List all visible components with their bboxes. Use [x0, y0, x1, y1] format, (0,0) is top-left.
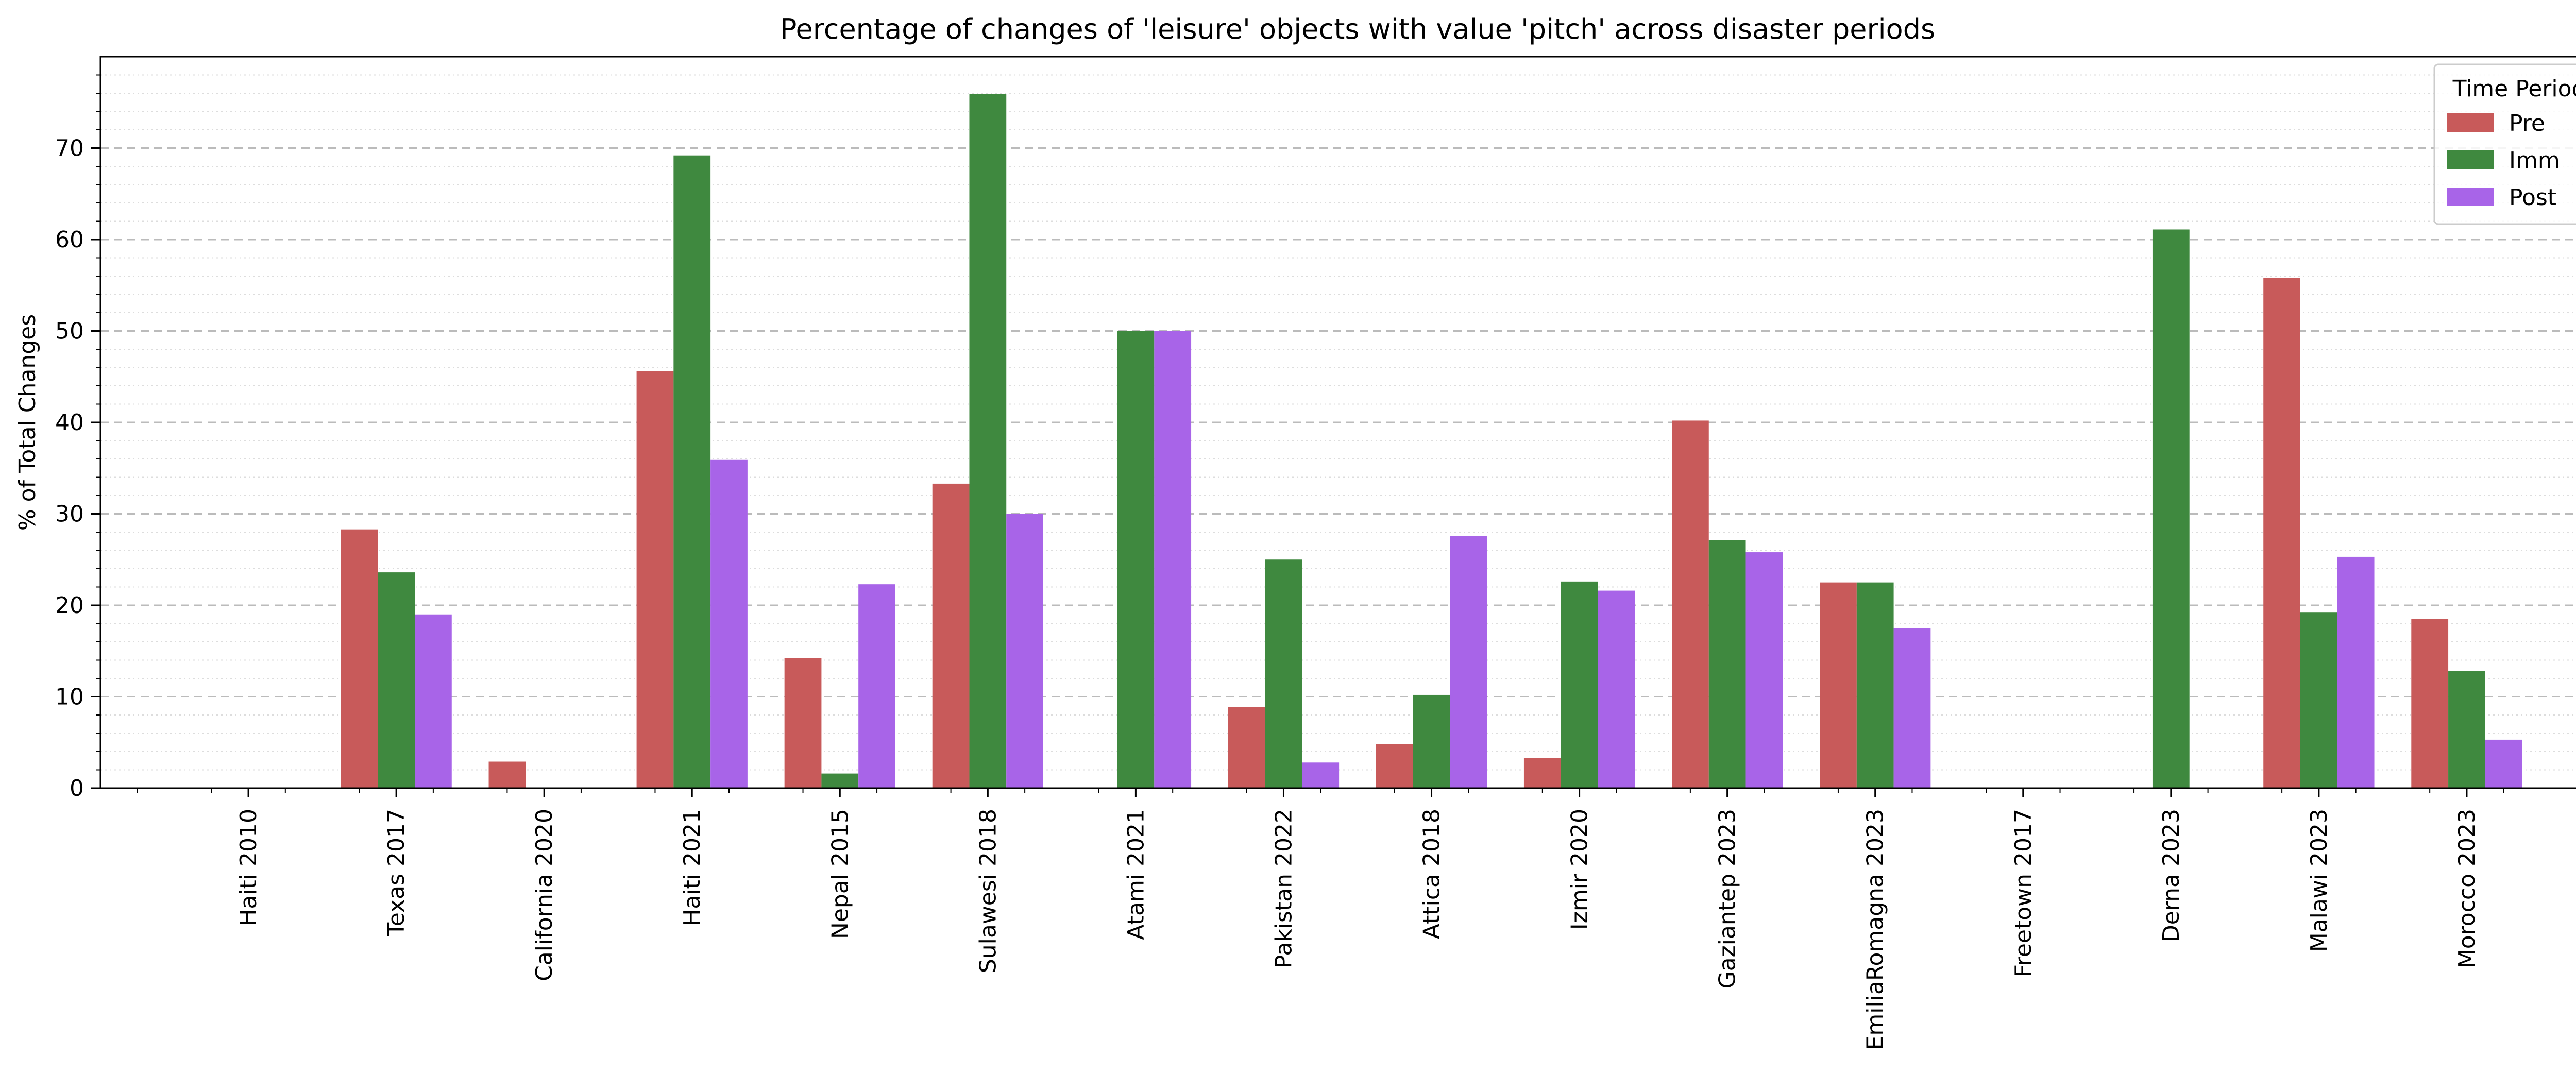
bar-pre [1820, 582, 1857, 788]
x-tick-label: Derna 2023 [2158, 809, 2184, 942]
x-tick-label: California 2020 [531, 809, 557, 981]
bar-imm [2300, 612, 2337, 788]
bar-imm [1856, 582, 1894, 788]
bar-pre [2411, 619, 2449, 788]
y-tick-label: 40 [55, 410, 84, 436]
x-tick-label: Freetown 2017 [2010, 809, 2037, 977]
bar-post [1745, 552, 1783, 788]
legend-swatch-pre [2447, 113, 2494, 132]
legend: Time Period Pre Imm Post [2433, 63, 2576, 225]
bar-imm [1265, 559, 1302, 788]
x-tick-label: Nepal 2015 [827, 809, 853, 939]
axis-layer: 0 10 20 30 40 50 60 70 Haiti 2010 Texas 2017 Calif… [55, 74, 2504, 1050]
bar-pre [341, 529, 378, 788]
bar-post [1302, 762, 1340, 788]
bar-post [2485, 739, 2522, 788]
bar-imm [378, 572, 415, 788]
chart-title: Percentage of changes of 'leisure' objec… [780, 13, 1935, 45]
bar-imm [1708, 540, 1746, 788]
legend-label-imm: Imm [2509, 147, 2560, 174]
x-tick-label: Pakistan 2022 [1270, 809, 1297, 968]
bar-pre [488, 761, 526, 788]
bar-imm [2152, 229, 2190, 789]
y-axis-label: % of Total Changes [14, 314, 41, 531]
x-tick-label: Attica 2018 [1419, 809, 1445, 939]
y-tick-label: 60 [55, 227, 84, 253]
x-tick-label: Gaziantep 2023 [1715, 809, 1741, 989]
legend-items: Pre Imm Post [2447, 110, 2560, 211]
x-tick-label: Atami 2021 [1123, 809, 1149, 940]
bar-post [2337, 556, 2375, 788]
x-tick-label: Haiti 2010 [235, 809, 262, 926]
bar-post [1893, 628, 1931, 788]
x-tick-label: Malawi 2023 [2306, 809, 2332, 952]
bar-post [858, 584, 895, 788]
bar-pre [1376, 744, 1413, 788]
y-tick-label: 10 [55, 684, 84, 710]
bars-layer [341, 94, 2522, 789]
bar-imm [1117, 331, 1155, 788]
bar-pre [1228, 707, 1265, 788]
legend-box [2433, 63, 2576, 225]
bar-post [1598, 590, 1635, 788]
x-tick-label: EmiliaRomagna 2023 [1862, 809, 1889, 1050]
legend-swatch-post [2447, 188, 2494, 206]
bar-imm [2448, 671, 2485, 788]
x-tick-label: Morocco 2023 [2454, 809, 2480, 968]
bar-pre [1523, 758, 1561, 788]
y-tick-label: 0 [70, 775, 84, 802]
legend-title: Time Period [2452, 76, 2576, 102]
bar-post [1006, 514, 1043, 788]
x-tick-label: Haiti 2021 [679, 809, 705, 926]
y-tick-label: 50 [55, 318, 84, 345]
x-tick-label: Texas 2017 [383, 809, 410, 937]
bar-pre [2263, 278, 2300, 788]
grid-layer [100, 74, 2576, 771]
bar-imm [969, 94, 1007, 788]
bar-pre [1672, 420, 1709, 788]
bar-post [1154, 331, 1192, 788]
bar-pre [784, 658, 822, 788]
x-tick-label: Izmir 2020 [1567, 809, 1593, 930]
bar-imm [1413, 694, 1450, 788]
y-tick-label: 70 [55, 135, 84, 162]
y-tick-label: 30 [55, 501, 84, 527]
legend-label-pre: Pre [2509, 110, 2545, 137]
bar-pre [932, 483, 970, 788]
bar-post [415, 614, 452, 788]
bar-imm [673, 155, 711, 789]
x-tick-label: Sulawesi 2018 [975, 809, 1001, 973]
bar-pre [636, 371, 674, 788]
bar-post [1450, 536, 1487, 788]
bar-post [710, 459, 748, 788]
bar-imm [1561, 581, 1598, 788]
legend-label-post: Post [2509, 184, 2556, 211]
legend-swatch-imm [2447, 150, 2494, 169]
bar-imm [821, 773, 859, 788]
y-tick-label: 20 [55, 592, 84, 619]
